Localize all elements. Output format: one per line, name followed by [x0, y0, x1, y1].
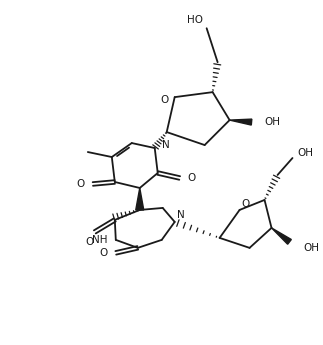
Text: N: N — [162, 140, 170, 150]
Text: OH: OH — [297, 148, 314, 158]
Text: O: O — [188, 173, 196, 183]
Text: O: O — [161, 95, 169, 105]
Text: HO: HO — [187, 15, 203, 25]
Text: O: O — [77, 179, 85, 189]
Text: NH: NH — [92, 235, 108, 245]
Text: O: O — [99, 248, 108, 258]
Polygon shape — [272, 228, 291, 244]
Text: O: O — [242, 199, 250, 209]
Text: OH: OH — [265, 117, 281, 127]
Text: N: N — [177, 210, 184, 220]
Polygon shape — [230, 119, 252, 125]
Polygon shape — [136, 188, 144, 210]
Text: O: O — [86, 237, 94, 247]
Text: OH: OH — [304, 243, 319, 253]
